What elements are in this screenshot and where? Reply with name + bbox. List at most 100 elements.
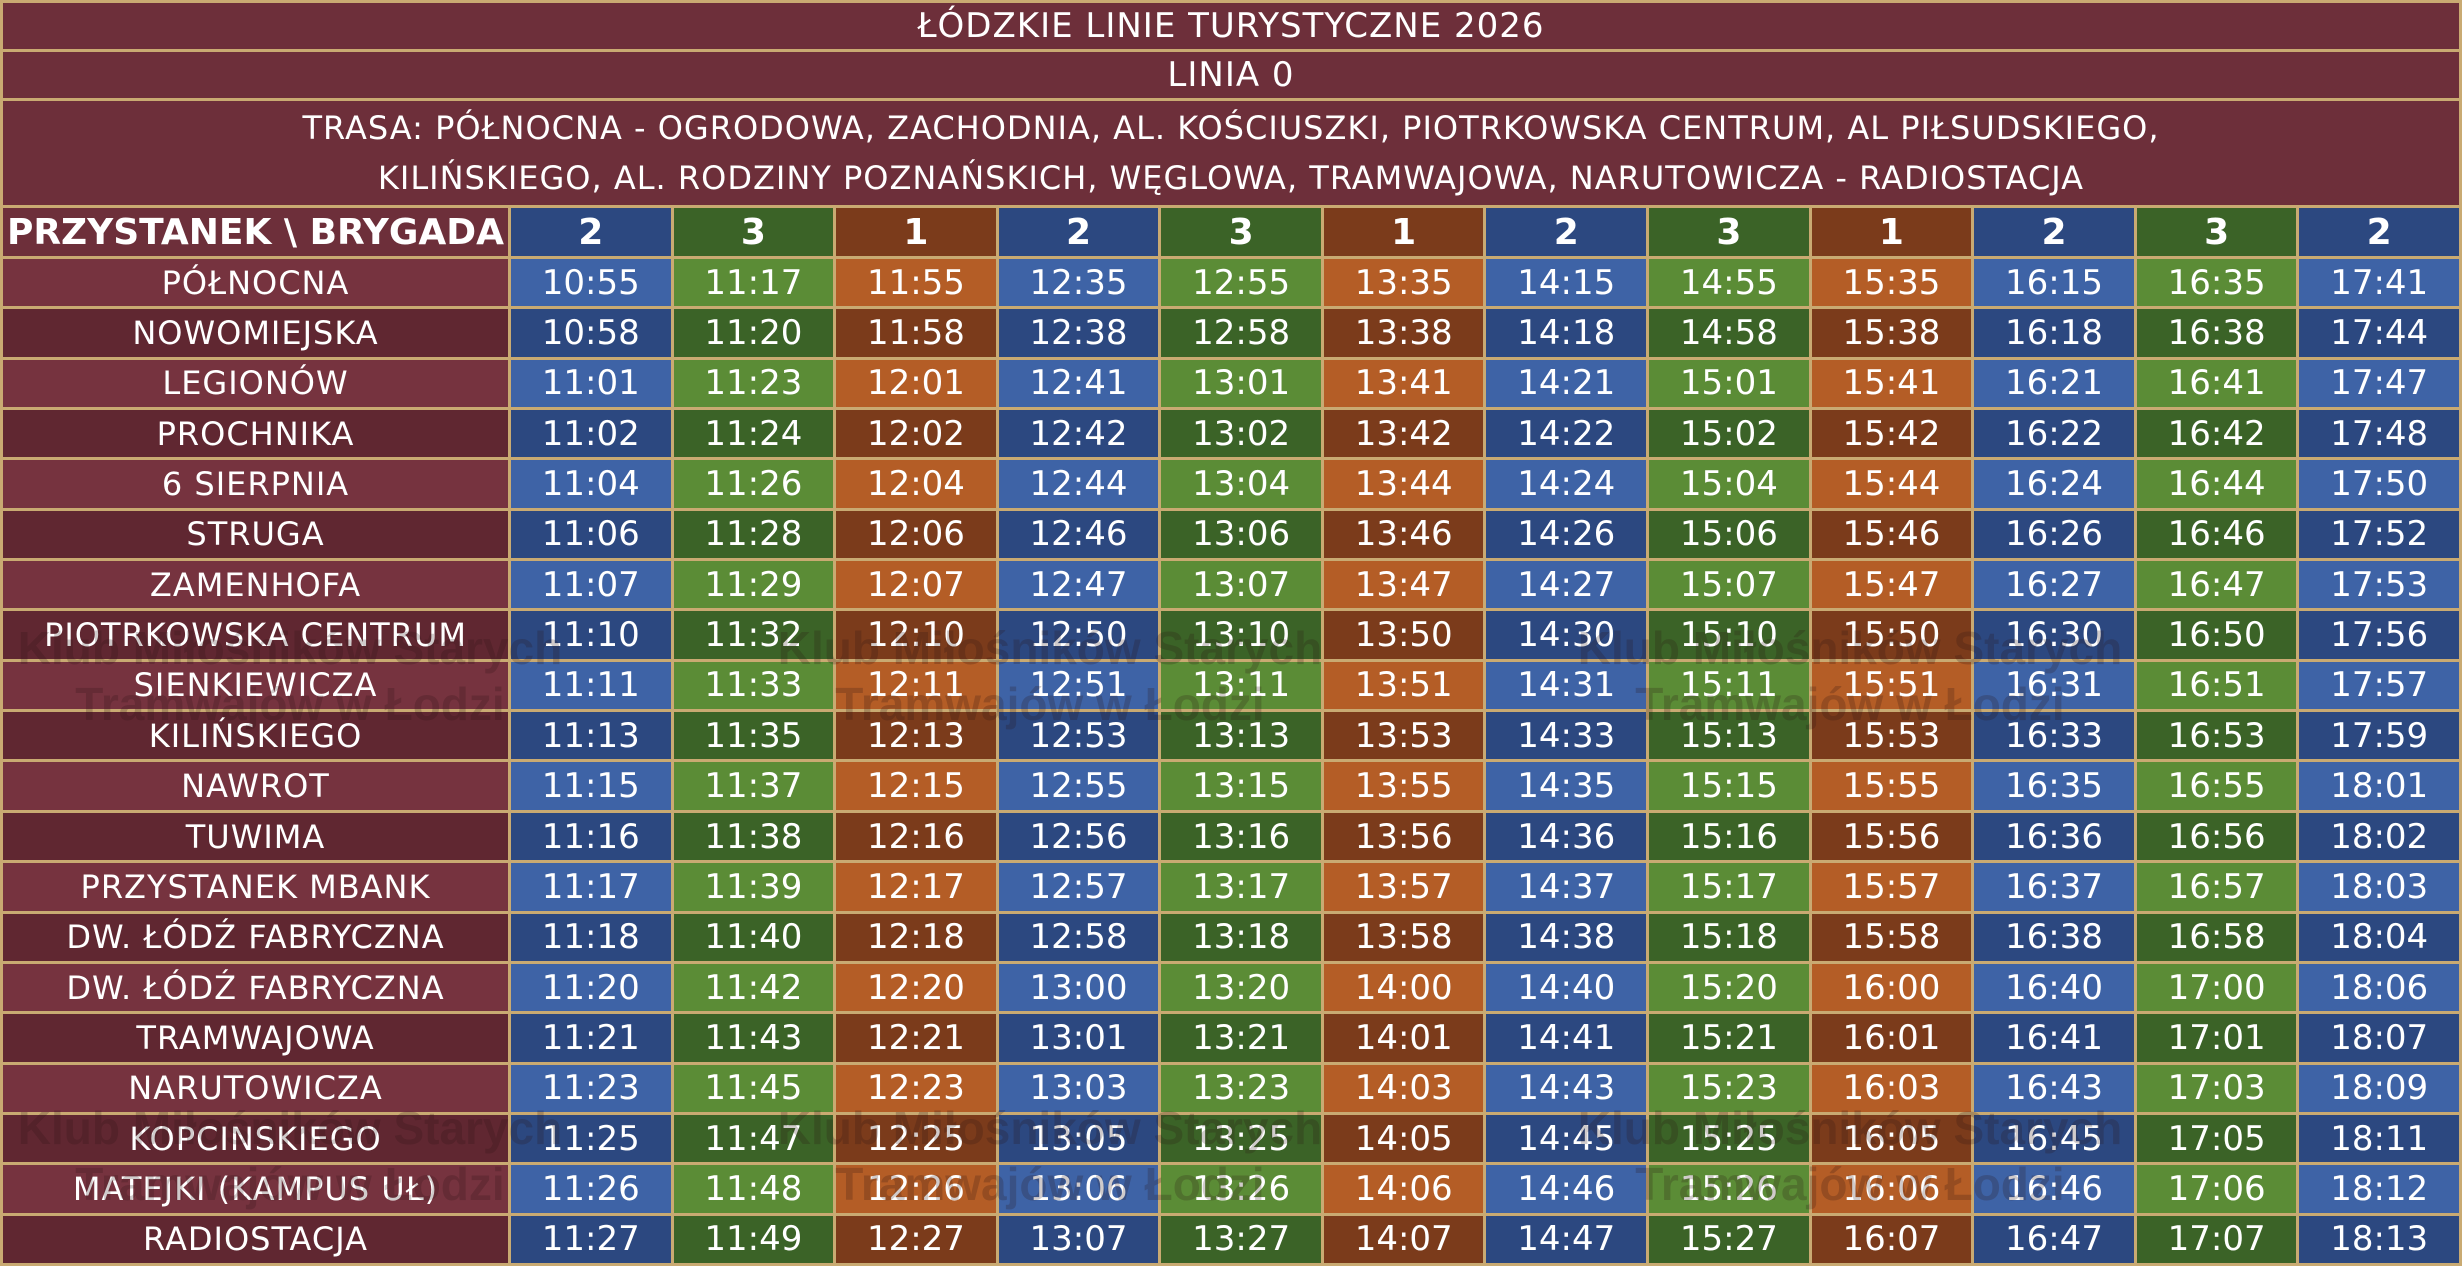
departure-time: 13:53 [1323, 712, 1484, 760]
departure-time: 15:11 [1649, 661, 1809, 710]
departure-time: 16:03 [1811, 1064, 1972, 1112]
departure-time: 13:50 [1323, 611, 1484, 659]
departure-time: 12:58 [998, 913, 1159, 961]
departure-time: 14:41 [1486, 1014, 1647, 1062]
departure-time: 13:26 [1161, 1165, 1321, 1213]
title: ŁÓDZKIE LINIE TURYSTYCZNE 2026 [3, 3, 2459, 49]
departure-time: 14:43 [1486, 1064, 1647, 1112]
departure-time: 15:20 [1649, 963, 1809, 1012]
departure-time: 14:46 [1486, 1165, 1647, 1213]
departure-time: 13:35 [1323, 259, 1484, 307]
departure-time: 11:45 [673, 1064, 834, 1112]
departure-time: 11:20 [511, 963, 671, 1012]
departure-time: 15:13 [1649, 712, 1809, 760]
departure-time: 15:53 [1811, 712, 1972, 760]
departure-time: 11:26 [673, 460, 834, 508]
departure-time: 16:36 [1974, 812, 2134, 861]
brigade-header: 2 [998, 208, 1159, 256]
departure-time: 15:57 [1811, 863, 1972, 911]
stop-name: KOPCINSKIEGO [3, 1114, 508, 1163]
route-line: KILIŃSKIEGO, AL. RODZINY POZNAŃSKICH, WĘ… [377, 159, 2085, 197]
departure-time: 16:46 [1974, 1165, 2134, 1213]
departure-time: 13:21 [1161, 1014, 1321, 1062]
departure-time: 15:10 [1649, 611, 1809, 659]
departure-time: 11:15 [511, 762, 671, 810]
departure-time: 11:06 [511, 510, 671, 559]
departure-time: 12:51 [998, 661, 1159, 710]
departure-time: 12:50 [998, 611, 1159, 659]
departure-time: 14:30 [1486, 611, 1647, 659]
departure-time: 14:47 [1486, 1215, 1647, 1263]
stop-name: LEGIONÓW [3, 359, 508, 408]
brigade-header: 3 [673, 208, 834, 256]
departure-time: 14:22 [1486, 410, 1647, 458]
departure-time: 12:13 [836, 712, 996, 760]
departure-time: 13:55 [1323, 762, 1484, 810]
departure-time: 12:02 [836, 410, 996, 458]
departure-time: 12:58 [1161, 309, 1321, 357]
departure-time: 13:57 [1323, 863, 1484, 911]
departure-time: 14:33 [1486, 712, 1647, 760]
departure-time: 15:42 [1811, 410, 1972, 458]
departure-time: 15:47 [1811, 561, 1972, 609]
departure-time: 14:27 [1486, 561, 1647, 609]
departure-time: 11:11 [511, 661, 671, 710]
departure-time: 14:06 [1323, 1165, 1484, 1213]
departure-time: 14:45 [1486, 1114, 1647, 1163]
departure-time: 17:50 [2299, 460, 2459, 508]
departure-time: 16:15 [1974, 259, 2134, 307]
departure-time: 10:55 [511, 259, 671, 307]
departure-time: 11:07 [511, 561, 671, 609]
departure-time: 15:04 [1649, 460, 1809, 508]
departure-time: 11:24 [673, 410, 834, 458]
line-name: LINIA 0 [3, 52, 2459, 98]
departure-time: 16:46 [2136, 510, 2297, 559]
departure-time: 15:26 [1649, 1165, 1809, 1213]
departure-time: 17:41 [2299, 259, 2459, 307]
departure-time: 16:26 [1974, 510, 2134, 559]
departure-time: 11:37 [673, 762, 834, 810]
departure-time: 12:20 [836, 963, 996, 1012]
departure-time: 11:40 [673, 913, 834, 961]
stop-name: ZAMENHOFA [3, 561, 508, 609]
departure-time: 13:01 [1161, 359, 1321, 408]
departure-time: 11:17 [511, 863, 671, 911]
departure-time: 18:01 [2299, 762, 2459, 810]
departure-time: 14:07 [1323, 1215, 1484, 1263]
departure-time: 16:07 [1811, 1215, 1972, 1263]
departure-time: 16:40 [1974, 963, 2134, 1012]
departure-time: 15:25 [1649, 1114, 1809, 1163]
departure-time: 11:28 [673, 510, 834, 559]
departure-time: 11:39 [673, 863, 834, 911]
departure-time: 18:02 [2299, 812, 2459, 861]
departure-time: 16:30 [1974, 611, 2134, 659]
departure-time: 11:43 [673, 1014, 834, 1062]
departure-time: 17:53 [2299, 561, 2459, 609]
brigade-header: 1 [1811, 208, 1972, 256]
departure-time: 16:33 [1974, 712, 2134, 760]
departure-time: 16:37 [1974, 863, 2134, 911]
departure-time: 12:27 [836, 1215, 996, 1263]
departure-time: 13:42 [1323, 410, 1484, 458]
departure-time: 15:38 [1811, 309, 1972, 357]
stop-name: PÓŁNOCNA [3, 259, 508, 307]
departure-time: 11:16 [511, 812, 671, 861]
departure-time: 16:27 [1974, 561, 2134, 609]
departure-time: 11:48 [673, 1165, 834, 1213]
departure-time: 13:56 [1323, 812, 1484, 861]
departure-time: 16:42 [2136, 410, 2297, 458]
departure-time: 14:36 [1486, 812, 1647, 861]
departure-time: 16:35 [2136, 259, 2297, 307]
departure-time: 15:35 [1811, 259, 1972, 307]
stop-name: NOWOMIEJSKA [3, 309, 508, 357]
departure-time: 11:18 [511, 913, 671, 961]
departure-time: 16:58 [2136, 913, 2297, 961]
departure-time: 12:10 [836, 611, 996, 659]
departure-time: 18:11 [2299, 1114, 2459, 1163]
departure-time: 13:07 [1161, 561, 1321, 609]
departure-time: 17:07 [2136, 1215, 2297, 1263]
departure-time: 15:27 [1649, 1215, 1809, 1263]
brigade-header: 2 [1974, 208, 2134, 256]
departure-time: 12:41 [998, 359, 1159, 408]
departure-time: 12:57 [998, 863, 1159, 911]
